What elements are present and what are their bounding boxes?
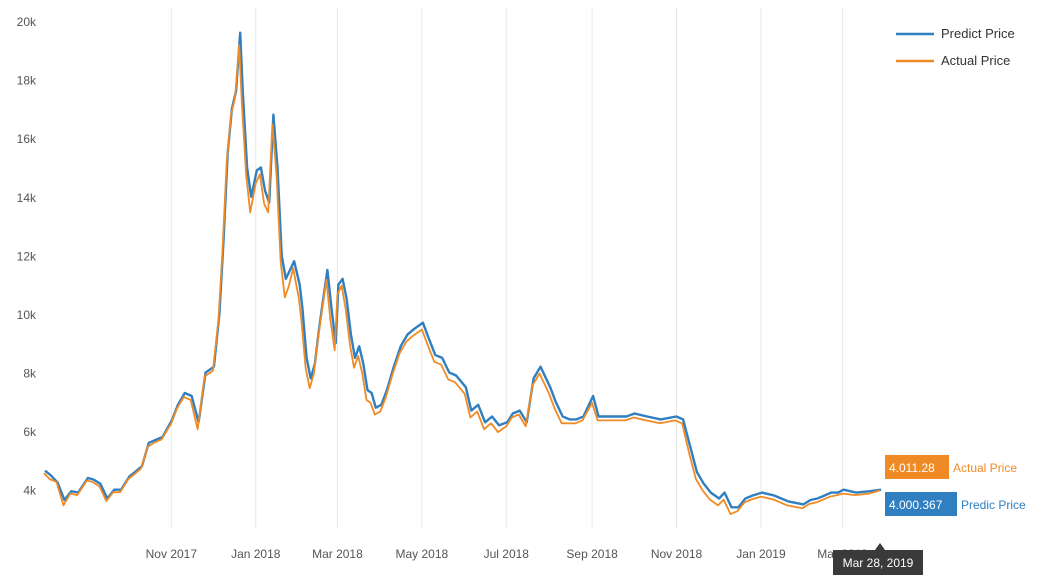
y-tick-label: 20k [17, 15, 37, 29]
crosshair-pointer [875, 543, 885, 550]
crosshair: Mar 28, 2019 [833, 543, 923, 575]
x-axis: Nov 2017 Jan 2018 Mar 2018 May 2018 Jul 2018… [146, 547, 869, 561]
x-tick-label: May 2018 [396, 547, 449, 561]
y-tick-label: 16k [17, 132, 37, 146]
y-tick-label: 6k [23, 425, 37, 439]
x-tick-label: Nov 2018 [651, 547, 703, 561]
y-tick-label: 8k [23, 367, 37, 381]
legend-label: Predict Price [941, 26, 1015, 41]
y-tick-label: 4k [23, 484, 37, 498]
y-tick-label: 12k [17, 249, 37, 263]
legend-label: Actual Price [941, 53, 1010, 68]
legend: Predict Price Actual Price [896, 26, 1015, 68]
x-tick-label: Sep 2018 [566, 547, 618, 561]
end-value-tags: 4.011.28 Actual Price 4.000.367 Predic Pric… [885, 455, 1026, 516]
end-value-tag [885, 455, 949, 479]
crosshair-date-text: Mar 28, 2019 [843, 556, 914, 570]
actual-price-line [43, 44, 881, 515]
x-tick-label: Jul 2018 [484, 547, 530, 561]
predict-price-line [44, 31, 882, 509]
x-tick-label: Jan 2018 [231, 547, 281, 561]
vertical-gridlines [170, 8, 844, 528]
end-value-label: Actual Price [953, 461, 1017, 475]
x-tick-label: Jan 2019 [736, 547, 786, 561]
end-value-text: 4.000.367 [889, 498, 943, 512]
x-tick-label: Nov 2017 [146, 547, 198, 561]
end-value-label: Predic Price [961, 498, 1026, 512]
y-tick-label: 18k [17, 74, 37, 88]
end-value-tag [885, 492, 957, 516]
crosshair-date-tag [833, 550, 923, 575]
y-tick-label: 10k [17, 308, 37, 322]
y-axis: 4k 6k 8k 10k 12k 14k 16k 18k 20k [17, 15, 37, 498]
series-layer [43, 31, 882, 515]
end-value-text: 4.011.28 [889, 461, 935, 475]
x-tick-label: Mar 2018 [312, 547, 363, 561]
y-tick-label: 14k [17, 191, 37, 205]
